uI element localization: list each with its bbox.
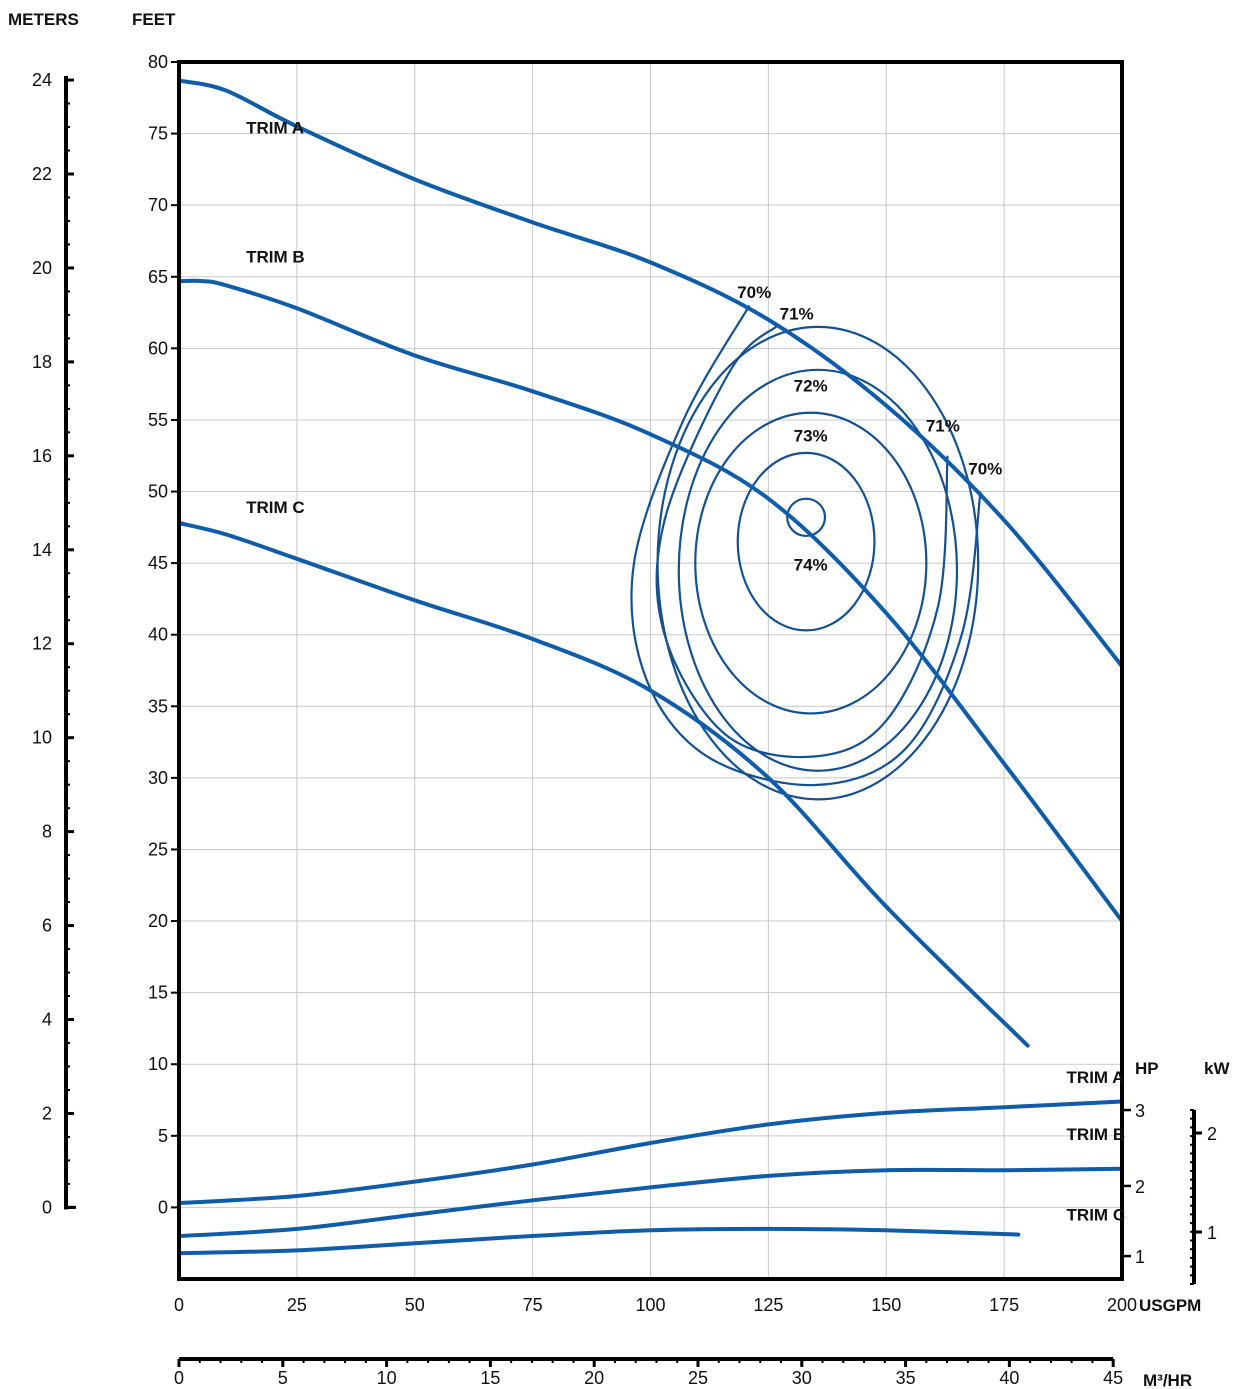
meters-tick-label: 14 bbox=[32, 540, 52, 560]
meters-tick-label: 8 bbox=[42, 822, 52, 842]
usgpm-tick-label: 125 bbox=[753, 1295, 783, 1315]
feet-tick-label: 0 bbox=[158, 1197, 168, 1217]
feet-tick-label: 55 bbox=[148, 410, 168, 430]
efficiency-label: 72% bbox=[794, 376, 828, 395]
axis-ticks: 0 25 50 75 100 125 150 175 200051015202530354045… bbox=[32, 52, 1217, 1388]
power-curve bbox=[177, 1226, 1021, 1256]
feet-tick-label: 35 bbox=[148, 696, 168, 716]
kw-axis-label: kW bbox=[1204, 1059, 1230, 1078]
efficiency-contour bbox=[655, 324, 949, 759]
head-curve bbox=[177, 78, 1124, 669]
head-curve-label: TRIM B bbox=[246, 247, 305, 266]
power-curve bbox=[177, 1166, 1124, 1238]
m3hr-tick-label: 10 bbox=[377, 1368, 397, 1388]
hp-tick-label: 3 bbox=[1135, 1101, 1145, 1121]
efficiency-label: 71% bbox=[780, 305, 814, 324]
feet-tick-label: 50 bbox=[148, 482, 168, 502]
efficiency-contour bbox=[694, 411, 928, 715]
head-curve bbox=[177, 278, 1124, 924]
power-curves bbox=[177, 1099, 1124, 1256]
hp-tick-label: 2 bbox=[1135, 1177, 1145, 1197]
meters-tick-label: 22 bbox=[32, 164, 52, 184]
efficiency-contour bbox=[677, 368, 959, 772]
meters-tick-label: 2 bbox=[42, 1103, 52, 1123]
m3hr-tick-label: 0 bbox=[174, 1368, 184, 1388]
efficiency-label: 70% bbox=[737, 283, 771, 302]
feet-tick-label: 80 bbox=[148, 52, 168, 72]
efficiency-contour bbox=[736, 451, 876, 632]
feet-tick-label: 45 bbox=[148, 553, 168, 573]
m3hr-tick-label: 20 bbox=[584, 1368, 604, 1388]
efficiency-label: 74% bbox=[794, 555, 828, 574]
power-curve bbox=[177, 1099, 1124, 1206]
usgpm-tick-label: 25 bbox=[287, 1295, 307, 1315]
feet-tick-label: 25 bbox=[148, 839, 168, 859]
meters-tick-label: 0 bbox=[42, 1197, 52, 1217]
efficiency-label: 70% bbox=[968, 459, 1002, 478]
efficiency-contours bbox=[630, 304, 982, 801]
feet-tick-label: 5 bbox=[158, 1126, 168, 1146]
grid-lines bbox=[178, 61, 1123, 1279]
efficiency-label: 71% bbox=[926, 416, 960, 435]
head-curve-label: TRIM C bbox=[246, 498, 305, 517]
meters-tick-label: 18 bbox=[32, 352, 52, 372]
kw-tick-label: 2 bbox=[1207, 1124, 1217, 1144]
hp-axis-label: HP bbox=[1135, 1059, 1159, 1078]
kw-tick-label: 1 bbox=[1207, 1223, 1217, 1243]
meters-tick-label: 6 bbox=[42, 916, 52, 936]
head-curve bbox=[177, 521, 1030, 1048]
meters-tick-label: 4 bbox=[42, 1010, 52, 1030]
m3hr-tick-label: 5 bbox=[278, 1368, 288, 1388]
head-curves bbox=[177, 78, 1124, 1048]
feet-tick-label: 70 bbox=[148, 195, 168, 215]
usgpm-tick-label: 100 bbox=[635, 1295, 665, 1315]
hp-tick-label: 1 bbox=[1135, 1247, 1145, 1267]
m3hr-axis-label: M³/HR bbox=[1143, 1371, 1192, 1389]
feet-tick-label: 40 bbox=[148, 625, 168, 645]
m3hr-tick-label: 45 bbox=[1103, 1368, 1123, 1388]
usgpm-tick-label: 175 bbox=[989, 1295, 1019, 1315]
feet-tick-label: 60 bbox=[148, 338, 168, 358]
meters-tick-label: 16 bbox=[32, 446, 52, 466]
feet-tick-label: 30 bbox=[148, 768, 168, 788]
efficiency-label: 73% bbox=[794, 426, 828, 445]
power-curve-label: TRIM C bbox=[1067, 1205, 1126, 1224]
usgpm-tick-label: 50 bbox=[405, 1295, 425, 1315]
plot-frame bbox=[177, 60, 1124, 1281]
efficiency-contour bbox=[786, 497, 827, 538]
feet-tick-label: 10 bbox=[148, 1054, 168, 1074]
meters-axis-label: METERS bbox=[8, 10, 79, 29]
usgpm-axis-label: USGPM bbox=[1139, 1296, 1201, 1315]
usgpm-tick-label: 0 bbox=[174, 1295, 184, 1315]
feet-tick-label: 20 bbox=[148, 911, 168, 931]
m3hr-tick-label: 40 bbox=[999, 1368, 1019, 1388]
meters-tick-label: 20 bbox=[32, 258, 52, 278]
m3hr-tick-label: 35 bbox=[896, 1368, 916, 1388]
power-curve-label: TRIM B bbox=[1067, 1125, 1126, 1144]
meters-tick-label: 10 bbox=[32, 728, 52, 748]
head-curve-label: TRIM A bbox=[246, 119, 304, 138]
efficiency-contour bbox=[630, 304, 982, 787]
feet-tick-label: 65 bbox=[148, 267, 168, 287]
feet-axis-label: FEET bbox=[132, 10, 176, 29]
usgpm-tick-label: 150 bbox=[871, 1295, 901, 1315]
feet-tick-label: 15 bbox=[148, 983, 168, 1003]
m3hr-tick-label: 15 bbox=[480, 1368, 500, 1388]
meters-tick-label: 12 bbox=[32, 634, 52, 654]
power-curve-label: TRIM A bbox=[1067, 1068, 1125, 1087]
meters-tick-label: 24 bbox=[32, 70, 52, 90]
feet-tick-label: 75 bbox=[148, 124, 168, 144]
m3hr-tick-label: 25 bbox=[688, 1368, 708, 1388]
usgpm-tick-label: 75 bbox=[523, 1295, 543, 1315]
usgpm-tick-label: 200 bbox=[1107, 1295, 1137, 1315]
curve-labels: TRIM A TRIM B TRIM C TRIM A TRIM B TRIM C 74% 7… bbox=[246, 119, 1125, 1225]
m3hr-tick-label: 30 bbox=[792, 1368, 812, 1388]
